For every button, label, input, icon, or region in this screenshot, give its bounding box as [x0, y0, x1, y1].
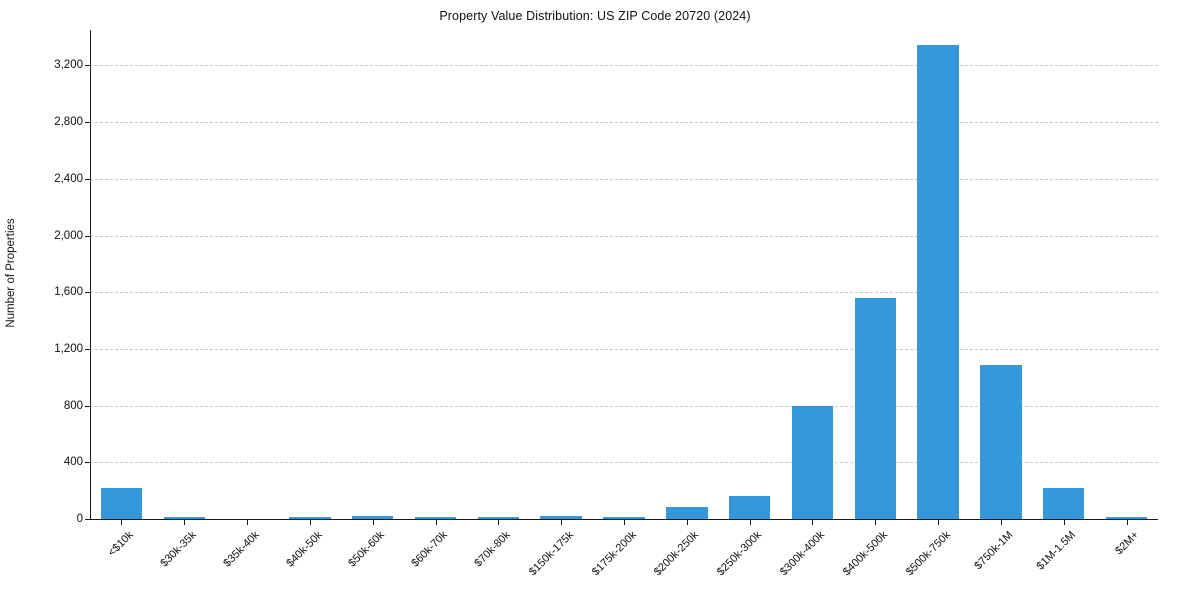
- bar[interactable]: [603, 517, 645, 519]
- bar[interactable]: [917, 44, 959, 519]
- bar[interactable]: [163, 517, 205, 519]
- y-axis-tick-label: 400: [63, 456, 83, 469]
- bar[interactable]: [477, 517, 520, 519]
- x-axis-tick-mark: [1063, 519, 1065, 525]
- y-axis-tick-label: 1,600: [54, 286, 83, 299]
- y-axis-tick-label: 2,800: [54, 116, 83, 129]
- bar[interactable]: [100, 487, 143, 519]
- bar[interactable]: [728, 495, 771, 519]
- y-axis-line: [90, 30, 91, 519]
- y-axis-tick-mark: [85, 462, 90, 464]
- x-axis-tick-mark: [561, 519, 563, 525]
- gridline: [90, 122, 1158, 124]
- bar[interactable]: [351, 516, 394, 519]
- y-axis-tick-mark: [85, 292, 90, 294]
- bar[interactable]: [854, 297, 896, 519]
- y-axis-tick-mark: [85, 348, 90, 350]
- bar[interactable]: [1043, 487, 1085, 519]
- plot-area: [90, 30, 1158, 519]
- x-axis-tick-mark: [121, 519, 123, 525]
- x-axis-tick-mark: [938, 519, 940, 525]
- y-axis-tick-label: 2,400: [54, 172, 83, 185]
- x-axis-tick-mark: [1000, 519, 1002, 525]
- x-axis-tick-mark: [184, 519, 186, 525]
- bar[interactable]: [289, 517, 331, 519]
- gridline: [90, 65, 1158, 67]
- x-axis-tick-mark: [686, 519, 688, 525]
- y-axis-tick-label: 2,000: [54, 229, 83, 242]
- y-axis-label: Number of Properties: [5, 218, 17, 328]
- y-axis-tick-mark: [85, 235, 90, 237]
- gridline: [90, 405, 1158, 407]
- y-axis-tick-mark: [85, 65, 90, 67]
- x-axis-tick-mark: [498, 519, 500, 525]
- bar[interactable]: [980, 364, 1022, 519]
- gridlines: [90, 30, 1158, 519]
- y-axis-tick-label: 3,200: [54, 59, 83, 72]
- chart-title: Property Value Distribution: US ZIP Code…: [439, 9, 751, 23]
- x-axis-tick-mark: [875, 519, 877, 525]
- y-axis-tick-mark: [85, 519, 90, 520]
- x-axis-tick-mark: [749, 519, 751, 525]
- bar[interactable]: [1105, 517, 1148, 519]
- gridline: [90, 178, 1158, 180]
- gridline: [90, 462, 1158, 464]
- y-axis-tick-mark: [85, 405, 90, 407]
- x-axis-tick-mark: [372, 519, 374, 525]
- y-axis-tick-label: 800: [63, 399, 83, 412]
- y-axis-tick-label: 0: [76, 513, 83, 525]
- bar[interactable]: [666, 506, 708, 519]
- x-axis-tick-mark: [1126, 519, 1128, 525]
- gridline: [90, 348, 1158, 350]
- bar[interactable]: [540, 516, 582, 519]
- bar[interactable]: [414, 517, 457, 519]
- y-axis-tick-label: 1,200: [54, 342, 83, 355]
- x-axis-tick-mark: [309, 519, 311, 525]
- x-axis-tick-mark: [435, 519, 437, 525]
- y-axis-tick-mark: [85, 178, 90, 180]
- gridline: [90, 235, 1158, 237]
- bar[interactable]: [791, 405, 834, 519]
- gridline: [90, 292, 1158, 294]
- x-axis-tick-mark: [624, 519, 625, 525]
- y-axis-tick-mark: [85, 122, 90, 124]
- x-axis-tick-mark: [812, 519, 814, 525]
- x-axis-tick-mark: [247, 519, 249, 525]
